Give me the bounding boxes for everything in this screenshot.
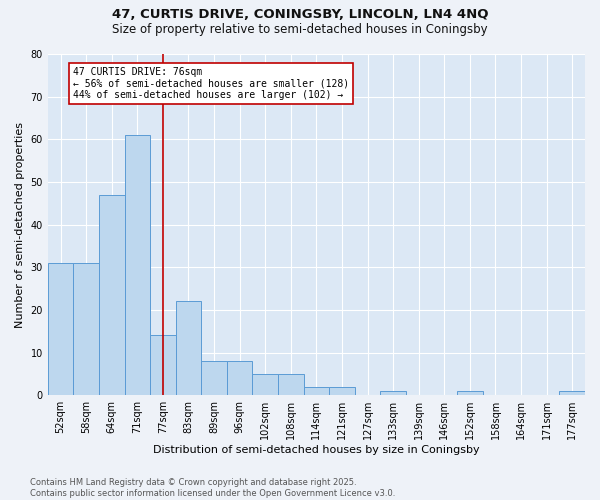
Text: Contains HM Land Registry data © Crown copyright and database right 2025.
Contai: Contains HM Land Registry data © Crown c… xyxy=(30,478,395,498)
Bar xyxy=(73,263,99,395)
Bar xyxy=(125,135,150,395)
Bar xyxy=(457,391,482,395)
Bar xyxy=(176,302,201,395)
Bar xyxy=(150,336,176,395)
Bar xyxy=(559,391,585,395)
Bar xyxy=(201,361,227,395)
Text: 47, CURTIS DRIVE, CONINGSBY, LINCOLN, LN4 4NQ: 47, CURTIS DRIVE, CONINGSBY, LINCOLN, LN… xyxy=(112,8,488,20)
Bar xyxy=(99,194,125,395)
X-axis label: Distribution of semi-detached houses by size in Coningsby: Distribution of semi-detached houses by … xyxy=(153,445,480,455)
Bar xyxy=(227,361,253,395)
Bar xyxy=(329,386,355,395)
Y-axis label: Number of semi-detached properties: Number of semi-detached properties xyxy=(15,122,25,328)
Bar xyxy=(48,263,73,395)
Text: 47 CURTIS DRIVE: 76sqm
← 56% of semi-detached houses are smaller (128)
44% of se: 47 CURTIS DRIVE: 76sqm ← 56% of semi-det… xyxy=(73,67,349,100)
Bar xyxy=(380,391,406,395)
Bar xyxy=(253,374,278,395)
Bar xyxy=(278,374,304,395)
Bar xyxy=(304,386,329,395)
Text: Size of property relative to semi-detached houses in Coningsby: Size of property relative to semi-detach… xyxy=(112,22,488,36)
